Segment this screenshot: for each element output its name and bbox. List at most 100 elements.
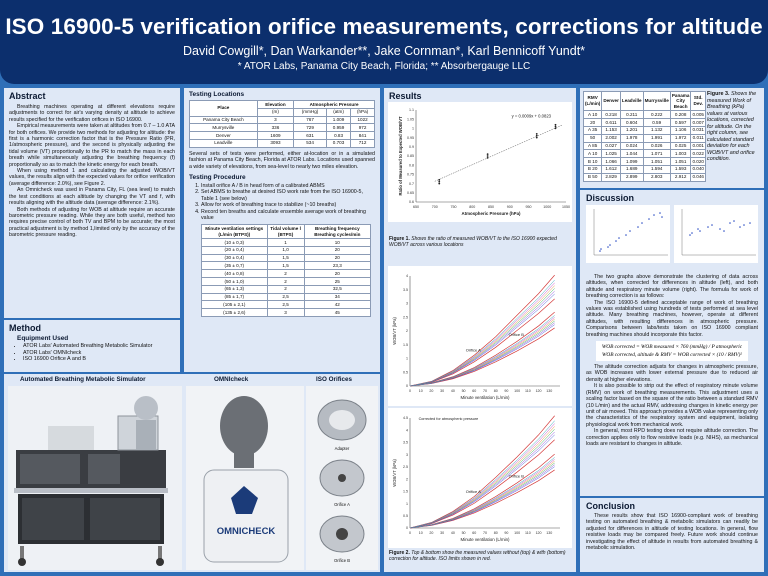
figure-2-top-chart: 0 10 20 30 40 50 60 70 80 90 100 110 120 130 0 0.5 1 1.5 2… xyxy=(392,274,560,400)
y-tick-label: 3 xyxy=(406,453,408,457)
abms-photo xyxy=(8,386,182,570)
mini-data-point xyxy=(661,216,663,218)
x-tick-label: 0 xyxy=(409,531,411,535)
discussion-p3: The altitude correction adjusts for chan… xyxy=(586,364,758,383)
table-row: (85 ± 1,7) 2,5 34 xyxy=(201,292,372,302)
figure-1-label: Figure 1. xyxy=(389,236,410,242)
x-tick-label: 20 xyxy=(429,389,433,393)
orifice-b-label: Orifice B xyxy=(334,558,350,563)
x-tick-label: 30 xyxy=(440,389,444,393)
x-tick-label: 700 xyxy=(432,205,438,209)
conclusion-title: Conclusion xyxy=(586,501,635,511)
x-tick-label: 650 xyxy=(413,205,419,209)
table-row: (135 ± 2,6) 3 45 xyxy=(201,308,372,317)
mini-data-point xyxy=(711,224,713,226)
x-tick-label: 750 xyxy=(451,205,457,209)
y-tick-label: 2 xyxy=(406,329,408,333)
procedure-step: Allow for work of breathing trace to sta… xyxy=(201,202,375,208)
figure-2-bottom: 0 10 20 30 40 50 60 70 80 90 100 110 120 130 0 0.5 1 1.5 2… xyxy=(388,408,572,548)
method-panel: Method Equipment Used ATOR Labs' Automat… xyxy=(4,320,180,372)
mini-data-point xyxy=(689,234,691,236)
figure-2-caption: Figure 2. Top & bottom show the measured… xyxy=(389,550,573,562)
discussion-text: The two graphs above demonstrate the clu… xyxy=(586,274,758,338)
procedure-step: Set ABMS to breathe at desired ISO work … xyxy=(201,189,375,202)
conclusion-text: These results show that ISO 16900-compli… xyxy=(586,513,758,551)
figure-1-caption-text: Shows the ratio of measured WOB/VT to th… xyxy=(389,236,557,248)
affiliations: * ATOR Labs, Panama City Beach, Florida;… xyxy=(237,61,531,72)
figure3-panel: RMV (L/min) Denver Leadville Murrysville… xyxy=(580,88,764,188)
abstract-title: Abstract xyxy=(9,91,46,101)
discussion-title: Discussion xyxy=(586,193,635,203)
x-tick-label: 10 xyxy=(419,389,423,393)
equipment-list: ATOR Labs' Automated Breathing Metabolic… xyxy=(9,343,175,363)
mini-data-point xyxy=(599,250,601,252)
figure-3-table: RMV (L/min) Denver Leadville Murrysville… xyxy=(582,90,706,182)
omnicheck-photo: OMNICHECK xyxy=(186,386,304,570)
x-tick-label: 0 xyxy=(409,389,411,393)
poster-title: ISO 16900-5 verification orifice measure… xyxy=(5,14,763,39)
x-tick-label: 90 xyxy=(504,389,508,393)
figure-3-caption-text: Shows the measured Work of Breathing (kP… xyxy=(707,91,757,162)
conclusion-panel: Conclusion These results show that ISO 1… xyxy=(580,498,764,572)
x-tick-label: 70 xyxy=(483,389,487,393)
data-point xyxy=(535,133,538,135)
x-tick-label: 1050 xyxy=(562,205,570,209)
mini-data-point xyxy=(609,244,611,246)
x-tick-label: 100 xyxy=(514,389,520,393)
col-breathing-frequency: Breathing frequency Breathing cycles/min xyxy=(303,224,372,240)
y-axis-label: Ratio of Measured to Expected WOB/VT xyxy=(398,116,403,196)
mini-data-point xyxy=(637,226,639,228)
poster-header: ISO 16900-5 verification orifice measure… xyxy=(0,0,768,84)
orifice-a-label: Orifice A xyxy=(466,348,481,353)
x-tick-label: 130 xyxy=(546,389,552,393)
mini-data-point xyxy=(629,230,631,232)
mini-data-point xyxy=(749,222,751,224)
y-tick-label: 4 xyxy=(406,274,408,278)
table-row: Panama City Beach 3 767 1.009 1022 xyxy=(189,115,375,125)
y-tick-label: 0 xyxy=(406,526,408,530)
y-tick-label: 0.65 xyxy=(407,191,414,195)
y-tick-label: 3.5 xyxy=(403,288,408,292)
discussion-p4: It is also possible to strip out the eff… xyxy=(586,383,758,428)
mini-data-point xyxy=(659,212,661,214)
x-tick-label: 120 xyxy=(536,531,542,535)
table-row: (50 ± 1,0) 2 25 xyxy=(201,277,372,286)
col-minute-ventilation: Minute ventilation settings (L/min (BTPS… xyxy=(201,224,268,240)
col-atm: Atmospheric Pressure xyxy=(293,100,375,109)
omni-title: OMNIcheck xyxy=(214,376,249,383)
mini-data-point xyxy=(600,248,602,250)
y-tick-label: 4 xyxy=(406,428,408,432)
orifices-title: ISO Orifices xyxy=(316,376,353,383)
procedure-step: Record ten breaths and calculate ensembl… xyxy=(201,209,375,222)
x-tick-label: 1000 xyxy=(543,205,551,209)
table-row: B 50 2.829 2.899 2.803 2.912 0.046 xyxy=(582,172,706,182)
orifice-b-label: Orifice B xyxy=(509,332,525,337)
figure-1-chart: 650 700 750 800 850 900 950 1000 1050 0.6 0.65 0.7 0… xyxy=(398,108,570,216)
y-tick-label: 1.05 xyxy=(407,117,414,121)
figure-1-caption: Figure 1. Shows the ratio of measured WO… xyxy=(389,236,573,248)
equation-1: WOB corrected = WOB measured × 760 (mmHg… xyxy=(601,344,743,351)
y-tick-label: 0.75 xyxy=(407,173,414,177)
data-point xyxy=(554,127,557,130)
x-axis-label: Minute ventilation (L/min) xyxy=(460,537,510,542)
series-line xyxy=(409,279,555,387)
table-row: A 10 1.025 1.044 1.071 1.003 0.022 xyxy=(582,149,706,159)
abstract-p2: Empirical measurements were taken at alt… xyxy=(9,123,175,168)
x-tick-label: 850 xyxy=(488,205,494,209)
series-line xyxy=(409,315,555,387)
iso-limit-line xyxy=(409,298,555,387)
results-panel: Results 650 700 750 800 850 900 950 1000 1050 0.6… xyxy=(384,88,576,572)
x-tick-label: 70 xyxy=(483,531,487,535)
x-tick-label: 50 xyxy=(462,531,466,535)
data-point xyxy=(535,136,538,139)
y-tick-label: 0.8 xyxy=(409,163,414,167)
table-row: Denver 1609 631 0.83 841 xyxy=(189,131,375,140)
data-point xyxy=(438,179,441,181)
y-tick-label: 2.5 xyxy=(403,315,408,319)
orifice-a-label: Orifice A xyxy=(466,489,481,494)
unit-cell: (m) xyxy=(256,107,295,117)
y-tick-label: 4.5 xyxy=(403,416,408,420)
mini-data-point xyxy=(719,228,721,230)
equipment-title: Equipment Used xyxy=(17,335,69,342)
data-point xyxy=(554,123,557,126)
